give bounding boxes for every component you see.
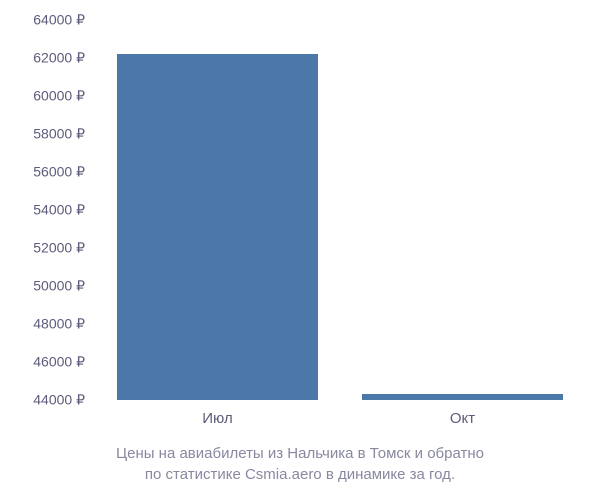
y-tick-label: 50000 ₽ [33, 278, 85, 295]
y-tick-label: 58000 ₽ [33, 126, 85, 143]
y-tick-label: 44000 ₽ [33, 392, 85, 409]
y-axis: 44000 ₽46000 ₽48000 ₽50000 ₽52000 ₽54000… [0, 20, 90, 400]
x-tick-label: Окт [450, 410, 475, 427]
bar [362, 394, 563, 400]
price-chart: 44000 ₽ 46000 ₽ 48000 ₽ 50000 ₽ 52000 ₽ 54000… [0, 0, 600, 500]
y-tick-label: 56000 ₽ [33, 164, 85, 181]
y-tick-label: 46000 ₽ [33, 354, 85, 371]
y-tick-label: 62000 ₽ [33, 50, 85, 67]
y-tick-label: 64000 ₽ [33, 12, 85, 29]
bar [117, 54, 318, 400]
y-tick-label: 48000 ₽ [33, 316, 85, 333]
x-tick-label: Июл [202, 410, 232, 427]
caption-line-2: по статистике Csmia.aero в динамике за г… [145, 466, 455, 483]
caption-line-1: Цены на авиабилеты из Нальчика в Томск и… [116, 445, 484, 462]
y-tick-label: 52000 ₽ [33, 240, 85, 257]
chart-caption: Цены на авиабилеты из Нальчика в Томск и… [0, 443, 600, 485]
plot-area [95, 20, 585, 400]
y-tick-label: 54000 ₽ [33, 202, 85, 219]
y-tick-label: 60000 ₽ [33, 88, 85, 105]
x-axis: Июл Окт [95, 405, 585, 435]
